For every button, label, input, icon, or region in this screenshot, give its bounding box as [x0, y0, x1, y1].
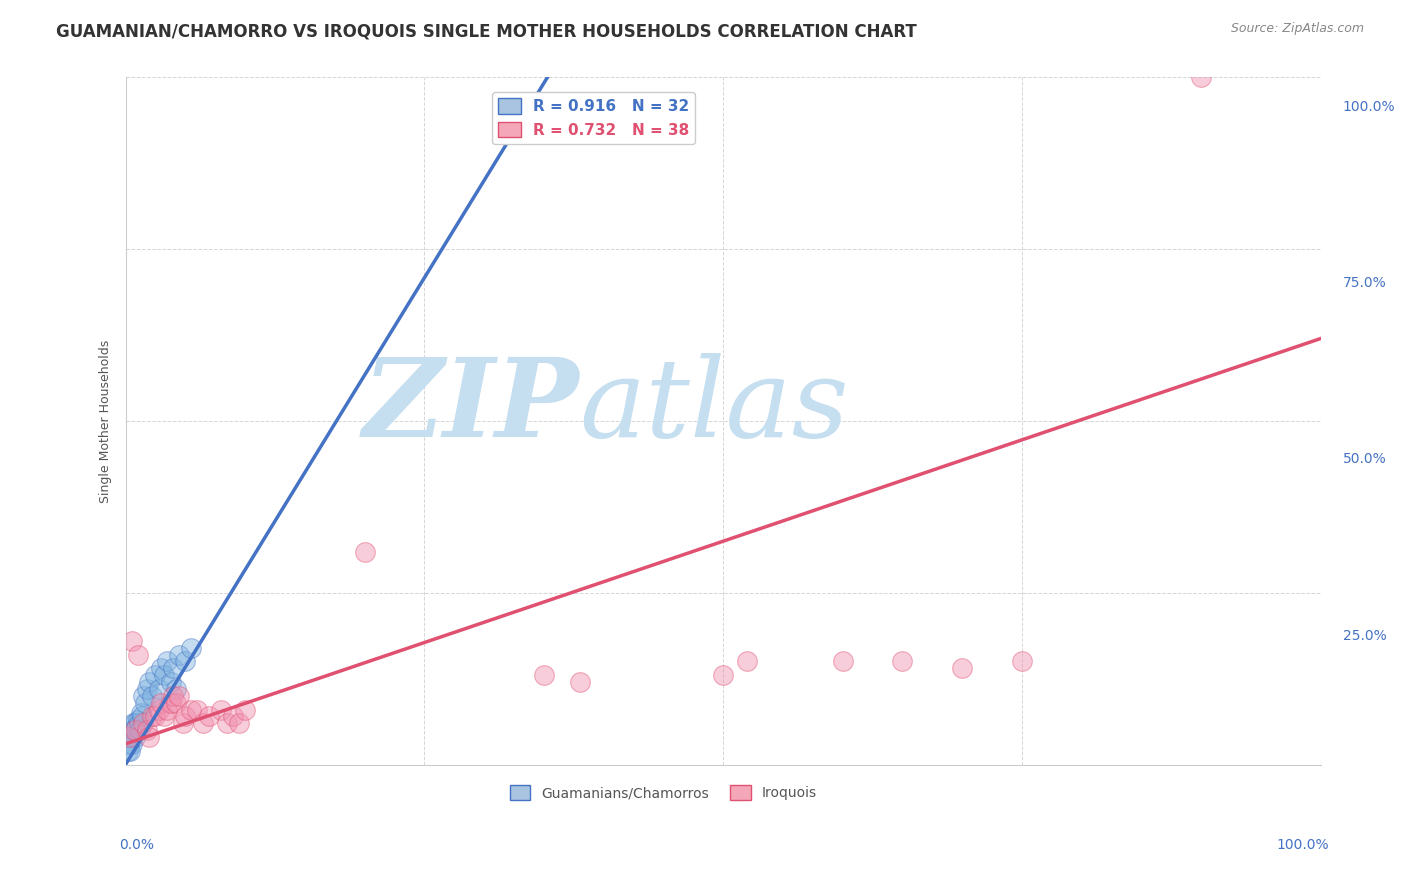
Point: [180, 702, 202, 716]
Text: 0.0%: 0.0%: [120, 838, 155, 853]
Point: [353, 544, 375, 558]
Text: 100.0%: 100.0%: [1343, 100, 1395, 114]
Point: [160, 696, 183, 710]
Point: [162, 689, 184, 703]
Text: GUAMANIAN/CHAMORRO VS IROQUOIS SINGLE MOTHER HOUSEHOLDS CORRELATION CHART: GUAMANIAN/CHAMORRO VS IROQUOIS SINGLE MO…: [56, 22, 917, 40]
Point: [174, 655, 197, 669]
Point: [153, 668, 176, 682]
Point: [148, 702, 170, 716]
Point: [186, 702, 208, 716]
Point: [198, 709, 221, 723]
Point: [568, 675, 591, 690]
Point: [145, 668, 167, 682]
Point: [121, 737, 143, 751]
Point: [162, 661, 184, 675]
Point: [222, 709, 245, 723]
Point: [129, 706, 152, 720]
Point: [148, 681, 170, 696]
Point: [193, 716, 215, 731]
Point: [141, 709, 163, 723]
Text: 75.0%: 75.0%: [1343, 277, 1386, 290]
Point: [150, 696, 173, 710]
Point: [120, 730, 142, 744]
Y-axis label: Single Mother Households: Single Mother Households: [100, 339, 112, 502]
Point: [180, 640, 202, 655]
Text: Source: ZipAtlas.com: Source: ZipAtlas.com: [1230, 22, 1364, 36]
Point: [169, 689, 191, 703]
Point: [1011, 655, 1033, 669]
Point: [138, 675, 160, 690]
Point: [950, 661, 973, 675]
Point: [136, 681, 159, 696]
Point: [118, 730, 141, 744]
Point: [124, 716, 146, 731]
Point: [125, 720, 148, 734]
Point: [127, 648, 149, 662]
Point: [174, 709, 197, 723]
Point: [533, 668, 555, 682]
Text: 25.0%: 25.0%: [1343, 629, 1386, 642]
Point: [134, 696, 156, 710]
Point: [150, 661, 173, 675]
Point: [217, 716, 239, 731]
Point: [160, 675, 183, 690]
Point: [121, 716, 143, 731]
Point: [145, 709, 167, 723]
Point: [136, 723, 159, 738]
Point: [165, 696, 187, 710]
Point: [153, 709, 176, 723]
Point: [121, 633, 143, 648]
Point: [138, 730, 160, 744]
Point: [118, 737, 141, 751]
Point: [172, 716, 194, 731]
Point: [156, 702, 179, 716]
Point: [122, 723, 145, 738]
Point: [124, 723, 146, 738]
Point: [132, 716, 155, 731]
Point: [120, 744, 142, 758]
Point: [156, 655, 179, 669]
Point: [127, 713, 149, 727]
Point: [131, 709, 153, 723]
Point: [141, 689, 163, 703]
Point: [165, 681, 187, 696]
Point: [121, 723, 143, 738]
Point: [891, 655, 914, 669]
Point: [124, 730, 146, 744]
Point: [209, 702, 232, 716]
Text: 100.0%: 100.0%: [1277, 838, 1329, 853]
Point: [735, 655, 758, 669]
Point: [233, 702, 256, 716]
Legend: Guamanians/Chamorros, Iroquois: Guamanians/Chamorros, Iroquois: [503, 780, 823, 805]
Text: atlas: atlas: [579, 353, 849, 461]
Text: 50.0%: 50.0%: [1343, 452, 1386, 467]
Point: [132, 689, 155, 703]
Point: [711, 668, 734, 682]
Point: [128, 723, 150, 738]
Point: [831, 655, 853, 669]
Point: [1189, 70, 1212, 85]
Point: [128, 716, 150, 731]
Point: [117, 744, 139, 758]
Text: ZIP: ZIP: [363, 353, 579, 461]
Point: [228, 716, 250, 731]
Point: [169, 648, 191, 662]
